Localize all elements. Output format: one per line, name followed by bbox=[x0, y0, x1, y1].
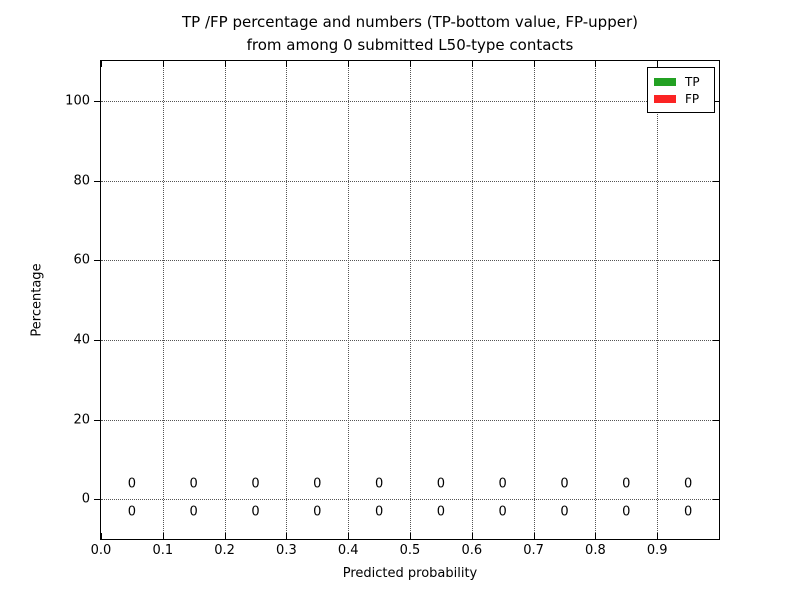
fp-count-annotation: 0 bbox=[622, 476, 631, 492]
y-tick-mark bbox=[94, 339, 100, 341]
y-tick-mark-right bbox=[713, 339, 719, 341]
vertical-gridline bbox=[595, 61, 597, 539]
tp-count-annotation: 0 bbox=[560, 504, 569, 520]
x-tick-label: 0.0 bbox=[90, 543, 112, 558]
y-tick-mark-right bbox=[713, 499, 719, 501]
y-tick-mark-right bbox=[713, 419, 719, 421]
vertical-gridline bbox=[286, 61, 288, 539]
x-tick-label: 0.4 bbox=[337, 543, 359, 558]
y-tick-mark-right bbox=[713, 260, 719, 262]
fp-count-annotation: 0 bbox=[560, 476, 569, 492]
tp-count-annotation: 0 bbox=[313, 504, 322, 520]
y-tick-mark-right bbox=[713, 180, 719, 182]
x-tick-mark-top bbox=[657, 61, 659, 67]
tp-count-annotation: 0 bbox=[498, 504, 507, 520]
tp-color-swatch bbox=[654, 77, 676, 86]
x-tick-label: 0.5 bbox=[399, 543, 421, 558]
x-tick-mark bbox=[410, 533, 411, 539]
tp-count-annotation: 0 bbox=[251, 504, 260, 520]
legend: TP FP bbox=[647, 67, 715, 113]
fp-count-annotation: 0 bbox=[436, 476, 446, 492]
vertical-gridline bbox=[410, 61, 411, 539]
tp-count-annotation: 0 bbox=[622, 504, 631, 520]
x-tick-mark-top bbox=[595, 61, 597, 67]
tp-count-annotation: 0 bbox=[189, 504, 198, 520]
x-tick-mark-top bbox=[101, 61, 102, 67]
x-tick-mark-top bbox=[471, 61, 473, 67]
y-tick-mark bbox=[94, 260, 100, 262]
x-tick-label: 0.6 bbox=[461, 543, 483, 558]
y-tick-label: 20 bbox=[73, 412, 90, 427]
x-tick-mark-top bbox=[410, 61, 411, 67]
chart-title: TP /FP percentage and numbers (TP-bottom… bbox=[100, 11, 720, 57]
legend-label-tp: TP bbox=[685, 74, 700, 89]
x-tick-mark bbox=[348, 533, 350, 539]
x-tick-label: 0.2 bbox=[214, 543, 235, 558]
fp-color-swatch bbox=[654, 94, 676, 103]
tp-count-annotation: 0 bbox=[127, 504, 137, 520]
x-tick-mark bbox=[595, 533, 597, 539]
x-tick-label: 0.8 bbox=[585, 543, 606, 558]
x-tick-mark-top bbox=[286, 61, 288, 67]
x-tick-mark bbox=[286, 533, 288, 539]
vertical-gridline bbox=[348, 61, 350, 539]
vertical-gridline bbox=[657, 61, 659, 539]
y-tick-label: 100 bbox=[65, 93, 90, 109]
x-tick-mark-top bbox=[533, 61, 535, 67]
vertical-gridline bbox=[162, 61, 164, 539]
x-tick-mark bbox=[533, 533, 535, 539]
x-axis-label: Predicted probability bbox=[342, 566, 478, 581]
plot-area: TP FP 0 20 40 60 80 100 0.0 0.1 0.2 0.3 0.4 0.5 0.6 0… bbox=[65, 60, 720, 558]
y-tick-mark bbox=[94, 180, 100, 182]
x-tick-mark-top bbox=[162, 61, 164, 67]
x-tick-mark-top bbox=[348, 61, 350, 67]
legend-entry-tp: TP bbox=[654, 76, 708, 88]
x-tick-mark bbox=[101, 533, 102, 539]
vertical-gridline bbox=[533, 61, 535, 539]
fp-count-annotation: 0 bbox=[189, 476, 198, 492]
y-tick-label: 60 bbox=[73, 252, 90, 268]
y-tick-mark bbox=[94, 499, 100, 501]
legend-entry-fp: FP bbox=[654, 93, 708, 105]
y-tick-mark-right bbox=[713, 100, 719, 102]
chart-title-line1: TP /FP percentage and numbers (TP-bottom… bbox=[182, 13, 638, 31]
tp-count-annotation: 0 bbox=[374, 504, 384, 520]
chart-title-line2: from among 0 submitted L50-type contacts bbox=[246, 36, 574, 54]
fp-count-annotation: 0 bbox=[127, 476, 137, 492]
x-tick-label: 0.7 bbox=[523, 543, 544, 558]
legend-label-fp: FP bbox=[685, 91, 700, 106]
x-tick-label: 0.3 bbox=[276, 543, 297, 558]
y-tick-label: 0 bbox=[81, 491, 90, 507]
tp-count-annotation: 0 bbox=[683, 504, 693, 520]
x-tick-mark bbox=[471, 533, 473, 539]
x-tick-mark-top bbox=[224, 61, 226, 67]
y-tick-label: 40 bbox=[73, 332, 90, 348]
y-axis-label: Percentage bbox=[29, 263, 45, 337]
vertical-gridline bbox=[224, 61, 226, 539]
x-tick-mark bbox=[657, 533, 659, 539]
y-tick-mark bbox=[94, 100, 100, 102]
fp-count-annotation: 0 bbox=[374, 476, 384, 492]
fp-count-annotation: 0 bbox=[683, 476, 693, 492]
fp-count-annotation: 0 bbox=[498, 476, 507, 492]
fp-count-annotation: 0 bbox=[313, 476, 322, 492]
y-tick-label: 80 bbox=[73, 173, 90, 188]
fp-count-annotation: 0 bbox=[251, 476, 260, 492]
y-tick-mark bbox=[94, 419, 100, 421]
x-tick-mark bbox=[224, 533, 226, 539]
x-tick-label: 0.1 bbox=[152, 543, 174, 558]
x-tick-label: 0.9 bbox=[646, 543, 668, 558]
tp-count-annotation: 0 bbox=[436, 504, 446, 520]
vertical-gridline bbox=[471, 61, 473, 539]
x-tick-mark bbox=[162, 533, 164, 539]
